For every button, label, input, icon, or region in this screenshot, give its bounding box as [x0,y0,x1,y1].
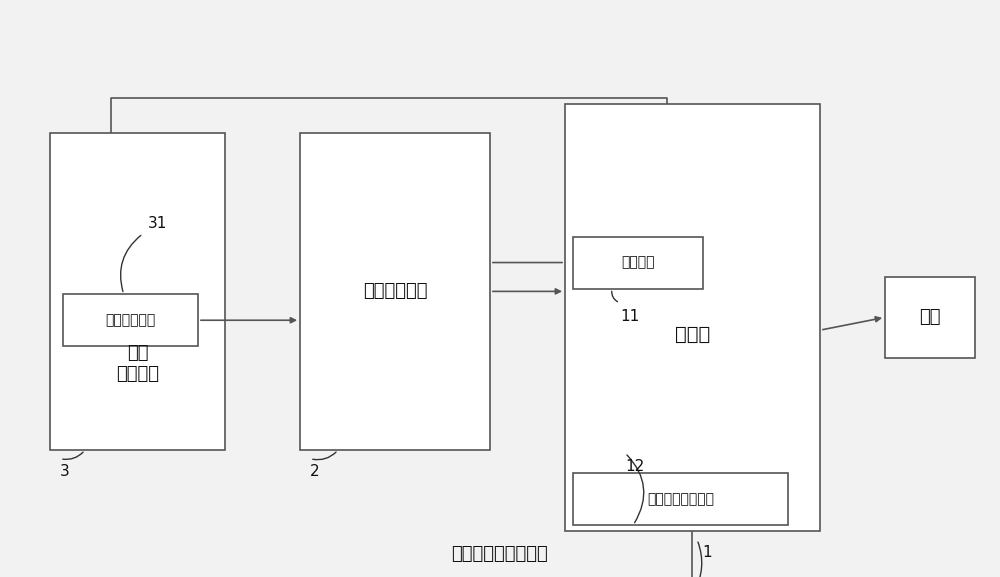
Text: 光模块电源控制系统: 光模块电源控制系统 [452,545,548,563]
Text: 31: 31 [148,216,167,231]
FancyBboxPatch shape [50,133,225,450]
FancyBboxPatch shape [573,237,703,288]
FancyBboxPatch shape [885,277,975,358]
Text: 11: 11 [620,309,639,324]
FancyBboxPatch shape [565,104,820,531]
Text: 系统
控制模块: 系统 控制模块 [116,344,160,383]
Text: 1: 1 [702,545,712,560]
Text: 光模块: 光模块 [675,325,711,344]
FancyBboxPatch shape [300,133,490,450]
Text: 光纤: 光纤 [919,308,941,327]
Text: 2: 2 [310,464,320,479]
Text: 在位引脚: 在位引脚 [621,256,655,269]
Text: 开关选择引脚: 开关选择引脚 [105,313,156,327]
Text: 3: 3 [60,464,70,479]
Text: 电源控制模块: 电源控制模块 [363,282,427,301]
Text: 12: 12 [625,459,644,474]
Text: 接收信号丢失引脚: 接收信号丢失引脚 [647,492,714,506]
FancyBboxPatch shape [573,473,788,525]
FancyBboxPatch shape [63,294,198,346]
